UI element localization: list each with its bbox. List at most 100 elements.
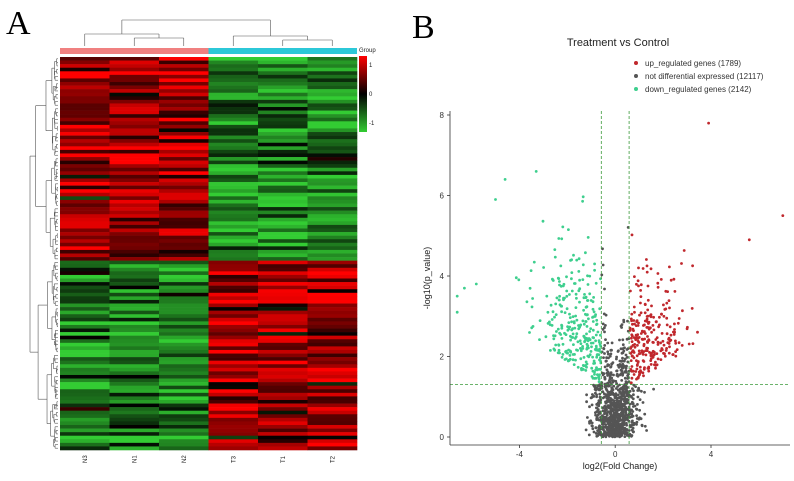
heatmap-cell bbox=[159, 289, 209, 294]
legend-label: down_regulated genes (2142) bbox=[645, 85, 752, 94]
heatmap-cell bbox=[159, 64, 209, 69]
heatmap-cell bbox=[258, 285, 308, 290]
heatmap-cell bbox=[109, 439, 160, 444]
heatmap-cell bbox=[159, 364, 209, 369]
point-up-regulated bbox=[630, 312, 634, 316]
heatmap-cell bbox=[159, 117, 209, 122]
heatmap-cell bbox=[159, 239, 209, 244]
y-axis-label: -log10(p_value) bbox=[422, 247, 432, 310]
heatmap-cell bbox=[60, 132, 110, 136]
heatmap-cell bbox=[258, 382, 308, 386]
point-up-regulated bbox=[655, 352, 659, 355]
point-up-regulated bbox=[674, 341, 678, 345]
heatmap-cell bbox=[159, 60, 209, 65]
point-down-regulated bbox=[585, 347, 589, 351]
heatmap-cell bbox=[208, 246, 259, 251]
heatmap-cell bbox=[208, 324, 259, 329]
heatmap-cell bbox=[208, 92, 259, 97]
heatmap-cell bbox=[208, 160, 259, 165]
point-down-regulated bbox=[591, 336, 595, 339]
heatmap-cell bbox=[109, 171, 160, 176]
point-not-differential bbox=[601, 263, 605, 267]
point-up-regulated bbox=[637, 266, 640, 270]
point-down-regulated bbox=[542, 266, 545, 269]
heatmap-cell bbox=[307, 235, 358, 240]
heatmap-cell bbox=[208, 210, 259, 215]
heatmap-cell bbox=[307, 114, 358, 119]
heatmap-cell bbox=[60, 399, 110, 404]
point-not-differential bbox=[588, 405, 591, 409]
point-down-regulated bbox=[565, 294, 569, 298]
point-down-regulated bbox=[560, 304, 563, 308]
point-not-differential bbox=[623, 383, 626, 387]
heatmap-cell bbox=[109, 324, 160, 329]
point-down-regulated bbox=[588, 330, 592, 333]
point-up-regulated bbox=[658, 323, 661, 327]
point-down-regulated bbox=[554, 302, 558, 306]
point-down-regulated bbox=[549, 349, 552, 352]
heatmap-cell bbox=[307, 307, 358, 311]
point-not-differential bbox=[610, 404, 613, 407]
point-up-regulated bbox=[629, 352, 633, 355]
heatmap-cell bbox=[208, 217, 259, 222]
colorbar-ticks: 1 0 -1 bbox=[369, 63, 375, 127]
point-not-differential bbox=[621, 338, 625, 342]
point-outlier bbox=[534, 170, 538, 173]
heatmap-cell bbox=[307, 99, 358, 104]
heatmap-cell bbox=[307, 367, 358, 372]
sample-label-n1: N1 bbox=[132, 455, 138, 463]
point-down-regulated bbox=[557, 348, 561, 352]
heatmap-cell bbox=[60, 142, 110, 147]
heatmap-cell bbox=[159, 374, 209, 379]
point-down-regulated bbox=[554, 343, 558, 347]
heatmap-cell bbox=[60, 371, 110, 376]
heatmap-cell bbox=[307, 339, 358, 344]
heatmap-cell bbox=[159, 410, 209, 415]
point-outlier bbox=[474, 282, 478, 286]
point-not-differential bbox=[606, 394, 610, 397]
point-up-regulated bbox=[652, 315, 655, 319]
point-down-regulated bbox=[562, 298, 565, 302]
heatmap-cell bbox=[208, 414, 259, 419]
heatmap-cell bbox=[60, 339, 110, 344]
point-not-differential bbox=[630, 415, 634, 419]
heatmap-cell bbox=[307, 71, 358, 76]
group-legend-title: Group bbox=[359, 48, 376, 54]
heatmap-cell bbox=[159, 114, 209, 119]
heatmap-cell bbox=[109, 253, 160, 258]
heatmap-cell bbox=[258, 267, 308, 272]
heatmap-cell bbox=[258, 132, 308, 136]
point-down-regulated bbox=[561, 342, 565, 346]
point-up-regulated bbox=[662, 303, 665, 307]
point-up-regulated bbox=[637, 349, 641, 353]
heatmap-cell bbox=[258, 260, 308, 265]
heatmap-cell bbox=[109, 299, 160, 304]
heatmap-cell bbox=[307, 157, 358, 161]
point-not-differential bbox=[621, 408, 625, 411]
point-up-regulated bbox=[667, 351, 671, 355]
heatmap-cell bbox=[60, 332, 110, 336]
point-down-regulated bbox=[584, 320, 588, 323]
point-not-differential bbox=[608, 430, 612, 434]
point-down-regulated bbox=[595, 318, 599, 322]
heatmap-cell bbox=[159, 246, 209, 251]
heatmap-cell bbox=[159, 403, 209, 408]
heatmap-cell bbox=[109, 396, 160, 401]
heatmap-cell bbox=[60, 385, 110, 390]
point-down-regulated bbox=[531, 325, 535, 328]
heatmap-cell bbox=[208, 146, 259, 151]
point-not-differential bbox=[614, 387, 618, 390]
point-up-regulated bbox=[633, 275, 636, 278]
point-not-differential bbox=[635, 417, 639, 420]
point-not-differential bbox=[621, 417, 625, 421]
heatmap-cell bbox=[208, 260, 259, 265]
heatmap-cell bbox=[60, 335, 110, 340]
heatmap-cell bbox=[109, 382, 160, 386]
heatmap-cell bbox=[109, 357, 160, 361]
heatmap-cell bbox=[208, 78, 259, 83]
point-not-differential bbox=[604, 411, 608, 414]
heatmap-cell bbox=[208, 178, 259, 183]
heatmap-cell bbox=[159, 214, 209, 219]
heatmap-cell bbox=[60, 157, 110, 161]
heatmap-cell bbox=[307, 160, 358, 165]
